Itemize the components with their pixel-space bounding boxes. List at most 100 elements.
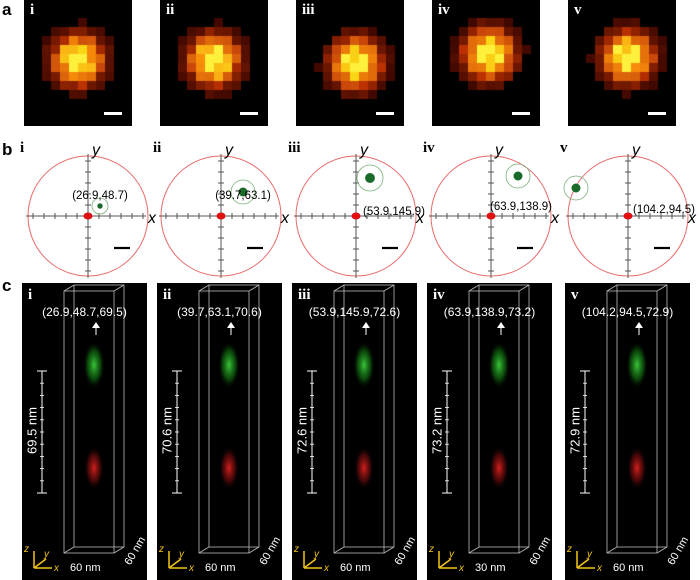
localization-plot-iv: iv y x (63.9,138.9) <box>423 140 559 278</box>
localization-plot-ii: ii y x (39.7,63.1) <box>153 140 289 278</box>
arrow-head <box>92 322 100 328</box>
y-axis-label: y <box>314 549 319 560</box>
panel-a-roman-i: i <box>30 2 35 18</box>
box-front <box>63 290 115 554</box>
localization-svg <box>159 154 282 278</box>
box-edge <box>468 284 480 292</box>
y-axis-arrow <box>168 558 182 569</box>
green-blob <box>353 341 375 389</box>
psf-blob <box>432 0 540 126</box>
render-svg <box>168 284 260 569</box>
panel-b-roman-iv: iv <box>423 140 435 156</box>
panel-c-roman-iii: iii <box>298 287 311 303</box>
x-axis-label: x <box>148 210 156 227</box>
3d-render-i: i (26.9,48.7,69.5) 69.5 nm 60 nm 60 nm z y x <box>22 283 147 580</box>
x-axis-label: x <box>189 563 194 574</box>
y-axis-arrow <box>303 558 317 569</box>
psf-blob <box>568 0 676 126</box>
distance-label: 72.9 nm <box>567 407 583 454</box>
psf-blob <box>24 0 132 126</box>
localization-svg <box>26 154 149 278</box>
red-blob <box>627 446 647 490</box>
green-halo <box>505 163 531 189</box>
arrow-head <box>362 322 370 328</box>
x-scale-label: 60 nm <box>613 562 644 574</box>
box-edge <box>468 546 480 554</box>
y-axis-label: y <box>92 142 100 159</box>
box-back <box>616 284 668 548</box>
box-edge <box>113 284 125 292</box>
coordinate-label: (26.9,48.7) <box>72 190 128 202</box>
psf-image-iv: iv <box>432 0 540 126</box>
x-axis-label: x <box>54 563 59 574</box>
green-blob <box>83 341 105 389</box>
psf-image-ii: ii <box>160 0 268 126</box>
z-axis-label: z <box>567 544 572 555</box>
x-axis-label: x <box>688 210 696 227</box>
distance-label: 73.2 nm <box>429 407 445 454</box>
panel-b-roman-ii: ii <box>153 140 162 156</box>
localization-plot-v: v y x (104.2,94.5) <box>560 140 696 278</box>
coordinate-label: (104.2,94.5) <box>632 204 696 216</box>
green-localization <box>97 203 103 209</box>
psf-image-iii: iii <box>296 0 404 126</box>
row-label-b: b <box>2 140 13 159</box>
x-scale-label: 60 nm <box>340 562 371 574</box>
box-edge <box>198 546 210 554</box>
x-axis-label: x <box>281 210 289 227</box>
green-blob <box>218 341 240 389</box>
y-axis-label: y <box>179 549 184 560</box>
box-back <box>343 284 395 548</box>
y-axis-arrow <box>576 558 590 569</box>
green-blob <box>488 341 510 389</box>
coordinate-label: (63.9,138.9) <box>489 201 553 213</box>
box-edge <box>113 546 125 554</box>
coordinate-label: (39.7,63.1) <box>215 190 271 202</box>
box-edge <box>383 284 395 292</box>
distance-label: 72.6 nm <box>294 407 310 454</box>
panel-a-roman-ii: ii <box>166 2 175 18</box>
green-halo <box>356 164 384 192</box>
panel-b-roman-v: v <box>560 140 568 156</box>
panel-a-roman-iii: iii <box>302 2 315 18</box>
panel-c-roman-v: v <box>571 287 579 303</box>
box-edge <box>656 284 668 292</box>
scale-bar <box>240 112 258 115</box>
psf-image-i: i <box>24 0 132 126</box>
distance-label: 69.5 nm <box>24 407 40 454</box>
localization-plot-iii: iii y x (53.9,145.9) <box>288 140 425 278</box>
green-localization <box>571 183 581 193</box>
localization-plot-i: i y x (26.9,48.7) <box>20 140 156 278</box>
render-svg <box>576 284 668 569</box>
3d-render-v: v (104.2,94.5,72.9) 72.9 nm 60 nm 60 nm z y x <box>565 283 690 580</box>
red-blob <box>219 446 239 490</box>
red-localization <box>83 212 93 220</box>
panel-a-roman-v: v <box>574 2 582 18</box>
panel-b-roman-iii: iii <box>288 140 301 156</box>
arrow-head <box>497 322 505 328</box>
scale-bar <box>512 112 530 115</box>
box-edge <box>656 546 668 554</box>
distance-label: 70.6 nm <box>159 407 175 454</box>
x-axis-label: x <box>459 563 464 574</box>
coordinate-3d-label: (63.9,138.9,73.2) <box>443 305 536 319</box>
row-label-a: a <box>2 0 12 19</box>
box-edge <box>518 546 530 554</box>
x-axis-label: x <box>416 210 424 227</box>
box-back <box>478 284 530 548</box>
box-front <box>198 290 250 554</box>
y-axis-label: y <box>449 549 454 560</box>
3d-render-iii: iii (53.9,145.9,72.6) 72.6 nm 60 nm 60 nm z y x <box>292 283 417 580</box>
y-axis-label: y <box>44 549 49 560</box>
panel-a-roman-iv: iv <box>438 2 450 18</box>
x-scale-label: 60 nm <box>205 562 236 574</box>
arrow-head <box>635 322 643 328</box>
render-svg <box>438 284 530 569</box>
panel-b-roman-i: i <box>20 140 25 156</box>
y-axis-arrow <box>33 558 47 569</box>
psf-blob <box>296 0 404 126</box>
coordinate-3d-label: (104.2,94.5,72.9) <box>581 305 674 319</box>
red-blob <box>489 446 509 490</box>
scale-bar <box>376 112 394 115</box>
red-localization <box>216 212 226 220</box>
